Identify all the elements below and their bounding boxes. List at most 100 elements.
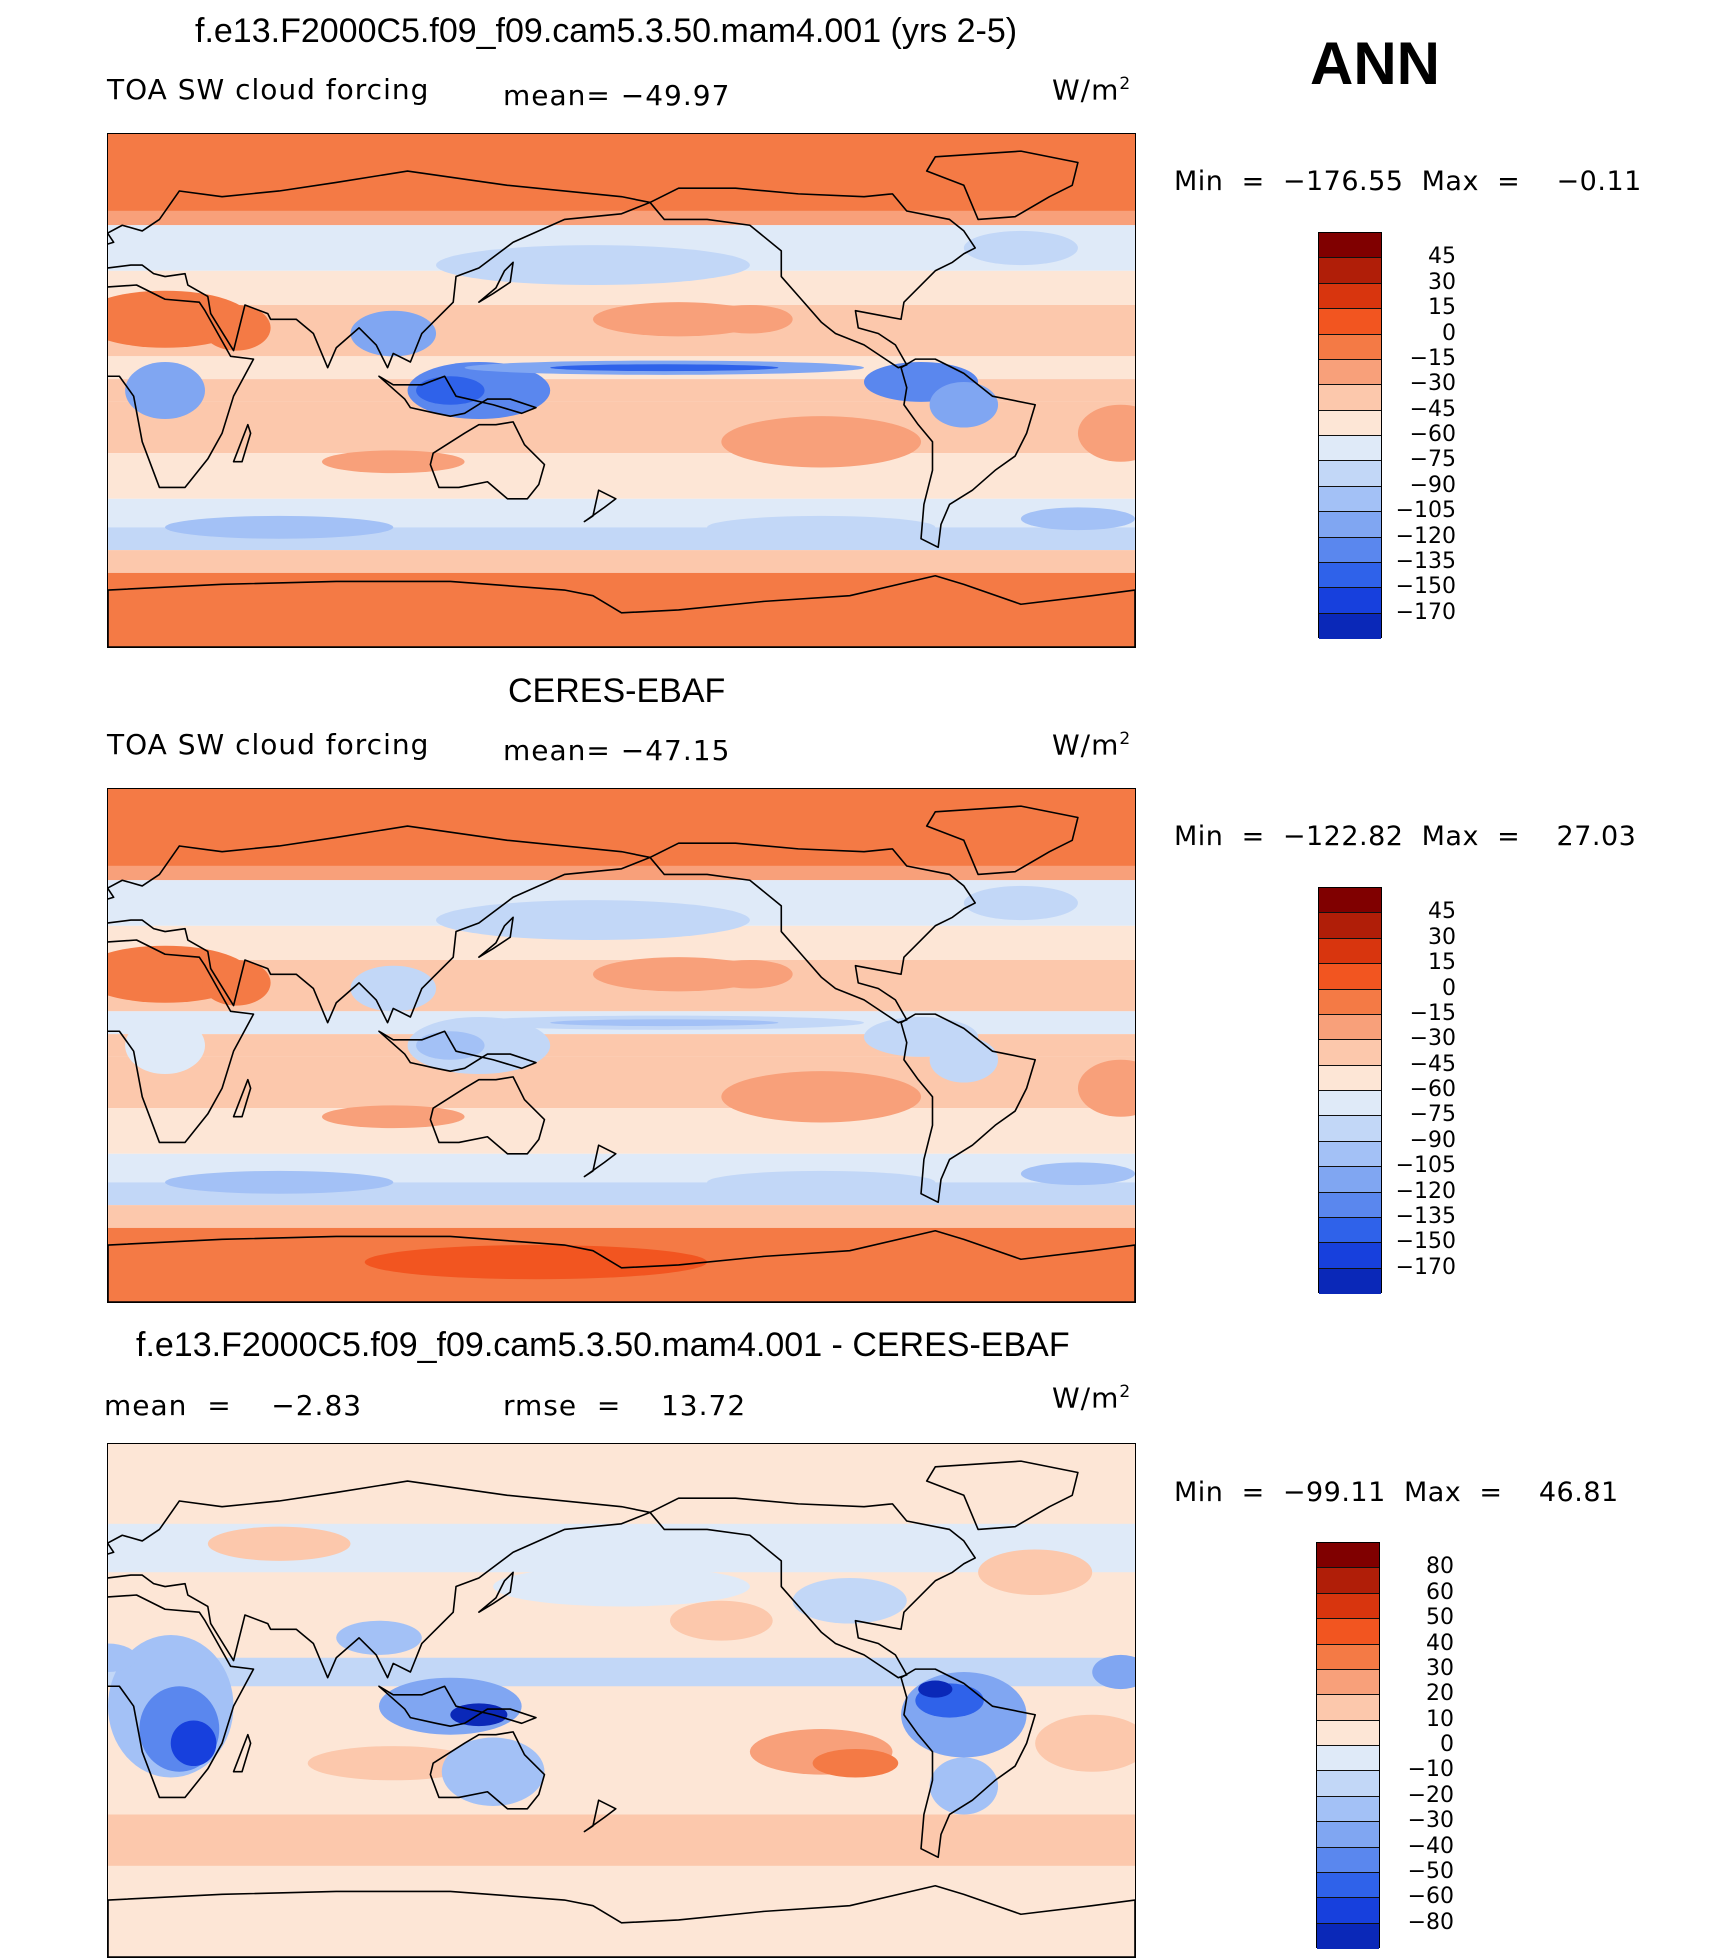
colorbar-level-label: −90 — [1409, 472, 1456, 498]
colorbar-swatch — [1317, 1923, 1379, 1949]
colorbar-swatch — [1319, 588, 1381, 614]
colorbar-level-label: 15 — [1428, 950, 1456, 976]
colorbar-level-label: −90 — [1409, 1127, 1456, 1153]
colorbar-level-label: 0 — [1442, 320, 1456, 346]
colorbar-swatch — [1319, 913, 1381, 939]
colorbar-level-label: −30 — [1409, 371, 1456, 397]
colorbar-level-label: 45 — [1428, 899, 1456, 925]
colorbar-swatch — [1319, 359, 1381, 386]
panel1-map — [107, 133, 1136, 648]
colorbar-level-label: −170 — [1395, 1254, 1456, 1280]
panel2-mean: mean= −47.15 — [503, 734, 731, 767]
colorbar-level-label: 30 — [1428, 924, 1456, 950]
colorbar-swatch — [1319, 537, 1381, 563]
colorbar-swatch — [1319, 1065, 1381, 1091]
panel2-colorbar — [1318, 887, 1382, 1294]
colorbar-swatch — [1319, 283, 1381, 310]
panel2-minmax: Min = −122.82 Max = 27.03 — [1174, 821, 1637, 852]
panel1-field-label: TOA SW cloud forcing — [107, 73, 430, 106]
colorbar-swatch — [1317, 1847, 1379, 1873]
colorbar-swatch — [1317, 1771, 1379, 1797]
colorbar-level-label: −15 — [1409, 1000, 1456, 1026]
colorbar-swatch — [1319, 1014, 1381, 1041]
colorbar-level-label: −170 — [1395, 599, 1456, 625]
colorbar-level-label: 0 — [1442, 975, 1456, 1001]
colorbar-level-label: −150 — [1395, 1229, 1456, 1255]
colorbar-level-label: −80 — [1407, 1909, 1454, 1935]
colorbar-swatch — [1319, 461, 1381, 487]
colorbar-swatch — [1319, 486, 1381, 513]
colorbar-swatch — [1319, 309, 1381, 335]
panel3-minmax: Min = −99.11 Max = 46.81 — [1174, 1477, 1619, 1508]
colorbar-level-label: 50 — [1426, 1605, 1454, 1631]
colorbar-swatch — [1319, 562, 1381, 589]
colorbar-swatch — [1317, 1568, 1379, 1594]
panel1-units: W/m2 — [1052, 73, 1132, 107]
panel3-rmse: rmse = 13.72 — [503, 1389, 747, 1422]
colorbar-level-label: 80 — [1426, 1554, 1454, 1580]
panel1-title: f.e13.F2000C5.f09_f09.cam5.3.50.mam4.001… — [195, 12, 1018, 50]
colorbar-level-label: −45 — [1409, 396, 1456, 422]
colorbar-swatch — [1317, 1644, 1379, 1670]
panel1-minmax: Min = −176.55 Max = −0.11 — [1174, 166, 1642, 197]
colorbar-swatch — [1317, 1822, 1379, 1848]
colorbar-level-label: −120 — [1395, 523, 1456, 549]
colorbar-swatch — [1319, 1040, 1381, 1066]
colorbar-level-label: −105 — [1395, 498, 1456, 524]
panel2-title: CERES-EBAF — [508, 672, 726, 710]
panel2-units: W/m2 — [1052, 728, 1132, 762]
colorbar-level-label: −50 — [1407, 1858, 1454, 1884]
colorbar-level-label: −60 — [1409, 1077, 1456, 1102]
colorbar-swatch — [1319, 233, 1381, 259]
colorbar-swatch — [1319, 1192, 1381, 1218]
panel3-colorbar — [1316, 1542, 1380, 1949]
panel3-title: f.e13.F2000C5.f09_f09.cam5.3.50.mam4.001… — [136, 1326, 1070, 1364]
colorbar-swatch — [1317, 1746, 1379, 1772]
colorbar-swatch — [1319, 1116, 1381, 1142]
colorbar-swatch — [1319, 512, 1381, 538]
colorbar-level-label: −135 — [1395, 548, 1456, 574]
colorbar-level-label: 30 — [1428, 269, 1456, 295]
colorbar-swatch — [1317, 1720, 1379, 1746]
colorbar-swatch — [1319, 385, 1381, 411]
colorbar-level-label: −120 — [1395, 1178, 1456, 1204]
colorbar-level-label: 0 — [1440, 1732, 1454, 1757]
panel2-map — [107, 788, 1136, 1303]
season-label: ANN — [1310, 30, 1440, 97]
colorbar-swatch — [1319, 1091, 1381, 1117]
colorbar-level-label: −20 — [1407, 1782, 1454, 1808]
colorbar-swatch — [1319, 1243, 1381, 1269]
panel3-units: W/m2 — [1052, 1381, 1132, 1415]
colorbar-swatch — [1319, 1141, 1381, 1168]
colorbar-swatch — [1319, 888, 1381, 914]
colorbar-swatch — [1317, 1695, 1379, 1721]
colorbar-level-label: −15 — [1409, 345, 1456, 371]
colorbar-swatch — [1319, 410, 1381, 436]
colorbar-level-label: 15 — [1428, 295, 1456, 321]
colorbar-swatch — [1319, 964, 1381, 990]
colorbar-swatch — [1319, 1268, 1381, 1294]
colorbar-level-label: −75 — [1409, 447, 1456, 473]
colorbar-swatch — [1317, 1619, 1379, 1645]
panel2-field-label: TOA SW cloud forcing — [107, 728, 430, 761]
panel3-mean: mean = −2.83 — [104, 1389, 363, 1422]
colorbar-swatch — [1319, 938, 1381, 965]
colorbar-level-label: 30 — [1426, 1655, 1454, 1681]
colorbar-level-label: −135 — [1395, 1203, 1456, 1229]
colorbar-level-label: −10 — [1407, 1757, 1454, 1783]
colorbar-level-label: −45 — [1409, 1051, 1456, 1077]
colorbar-swatch — [1317, 1543, 1379, 1569]
colorbar-level-label: −105 — [1395, 1153, 1456, 1179]
colorbar-level-label: 20 — [1426, 1681, 1454, 1707]
colorbar-level-label: 40 — [1426, 1630, 1454, 1656]
colorbar-swatch — [1319, 436, 1381, 462]
colorbar-level-label: −40 — [1407, 1833, 1454, 1859]
colorbar-swatch — [1319, 613, 1381, 639]
colorbar-level-label: 60 — [1426, 1579, 1454, 1605]
colorbar-level-label: −150 — [1395, 574, 1456, 600]
colorbar-swatch — [1317, 1898, 1379, 1924]
colorbar-level-label: −30 — [1409, 1026, 1456, 1052]
colorbar-level-label: −60 — [1407, 1884, 1454, 1910]
colorbar-level-label: −30 — [1407, 1808, 1454, 1834]
panel1-colorbar — [1318, 232, 1382, 639]
